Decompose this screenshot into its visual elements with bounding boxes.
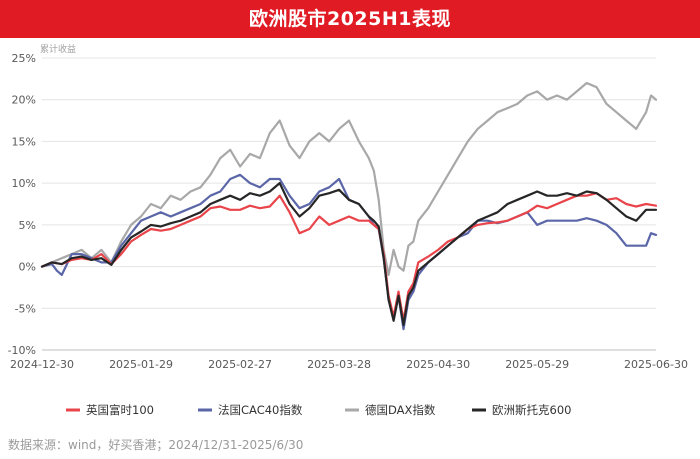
legend-label: 欧洲斯托克600 (492, 403, 571, 417)
x-tick-label: 2025-06-30 (624, 358, 688, 371)
x-tick-label: 2025-04-30 (406, 358, 470, 371)
y-tick-label: 25% (12, 52, 36, 65)
y-tick-label: -5% (15, 302, 36, 315)
y-tick-label: 20% (12, 94, 36, 107)
legend: 英国富时100 法国CAC40指数 德国DAX指数 欧洲斯托克600 (66, 403, 571, 417)
line-chart: 累计收益 -10%-5%0%5%10%15%20%25% 2024-12-30 2… (8, 43, 688, 417)
x-tick-label: 2025-03-28 (307, 358, 371, 371)
y-tick-label: 10% (12, 177, 36, 190)
x-tick-label: 2025-02-27 (208, 358, 272, 371)
legend-label: 英国富时100 (86, 403, 154, 417)
series-lines (40, 81, 658, 331)
series-line (40, 192, 658, 322)
y-tick-label: -10% (8, 344, 36, 357)
legend-label: 德国DAX指数 (365, 403, 436, 417)
series-line (40, 182, 658, 327)
chart-title: 欧洲股市2025H1表现 (0, 0, 700, 38)
series-line (40, 81, 658, 276)
grid-lines (42, 57, 656, 351)
series-line (40, 173, 658, 331)
y-axis-label: 累计收益 (40, 43, 76, 55)
y-tick-label: 0% (19, 261, 36, 274)
x-tick-label: 2025-05-29 (505, 358, 569, 371)
y-tick-labels: -10% -5% 0% 5% 10% 15% 20% 25% (8, 52, 36, 357)
source-footer: 数据来源：wind，好买香港；2024/12/31-2025/6/30 (8, 438, 304, 452)
y-tick-label: 15% (12, 135, 36, 148)
x-tick-label: 2025-01-29 (109, 358, 173, 371)
x-tick-labels: 2024-12-30 2025-01-29 2025-02-27 2025-03-28… (10, 358, 688, 371)
y-tick-label: 5% (19, 219, 36, 232)
legend-label: 法国CAC40指数 (218, 403, 303, 417)
x-tick-label: 2024-12-30 (10, 358, 74, 371)
